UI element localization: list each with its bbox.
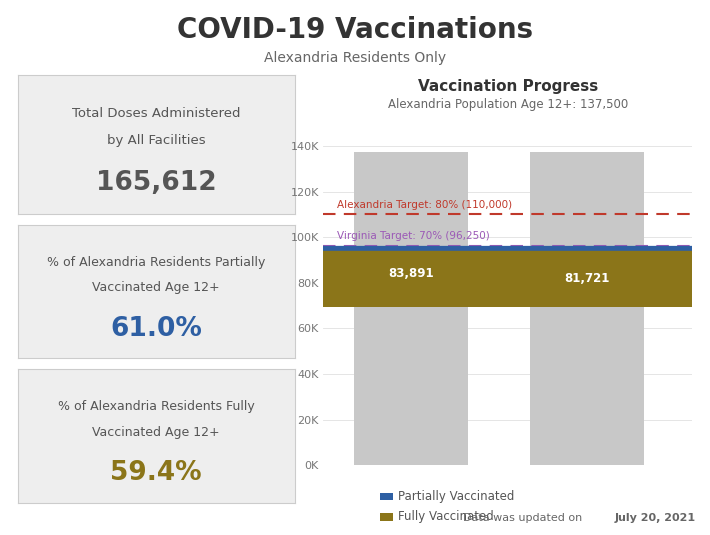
Text: Total Doses Administered: Total Doses Administered bbox=[72, 108, 241, 120]
Bar bbox=[530, 276, 644, 282]
Text: Partially Vaccinated: Partially Vaccinated bbox=[398, 490, 515, 503]
Text: 83,891: 83,891 bbox=[388, 268, 434, 280]
Circle shape bbox=[0, 251, 710, 307]
Text: COVID-19 Vaccinations: COVID-19 Vaccinations bbox=[177, 16, 533, 44]
Circle shape bbox=[0, 247, 710, 301]
Text: by All Facilities: by All Facilities bbox=[107, 134, 205, 147]
Text: Virginia Target: 70% (96,250): Virginia Target: 70% (96,250) bbox=[337, 231, 490, 241]
Text: Alexandria Target: 80% (110,000): Alexandria Target: 80% (110,000) bbox=[337, 200, 512, 210]
Text: % of Alexandria Residents Fully: % of Alexandria Residents Fully bbox=[58, 400, 255, 413]
Text: % of Alexandria Residents Partially: % of Alexandria Residents Partially bbox=[47, 256, 266, 269]
Bar bbox=[354, 271, 468, 277]
Text: 81,721: 81,721 bbox=[564, 272, 609, 285]
Text: 165,612: 165,612 bbox=[96, 171, 217, 196]
Text: Vaccination Progress: Vaccination Progress bbox=[417, 79, 598, 94]
Text: 61.0%: 61.0% bbox=[110, 316, 202, 342]
Text: Alexandria Population Age 12+: 137,500: Alexandria Population Age 12+: 137,500 bbox=[388, 98, 628, 111]
Text: Fully Vaccinated: Fully Vaccinated bbox=[398, 510, 494, 523]
Text: Data was updated on: Data was updated on bbox=[463, 513, 586, 523]
Text: 59.4%: 59.4% bbox=[110, 461, 202, 486]
Bar bbox=[530, 151, 644, 465]
Text: Vaccinated Age 12+: Vaccinated Age 12+ bbox=[92, 425, 220, 439]
Text: Vaccinated Age 12+: Vaccinated Age 12+ bbox=[92, 281, 220, 294]
Text: Alexandria Residents Only: Alexandria Residents Only bbox=[264, 51, 446, 65]
Text: July 20, 2021: July 20, 2021 bbox=[615, 513, 696, 523]
Bar bbox=[354, 151, 468, 465]
